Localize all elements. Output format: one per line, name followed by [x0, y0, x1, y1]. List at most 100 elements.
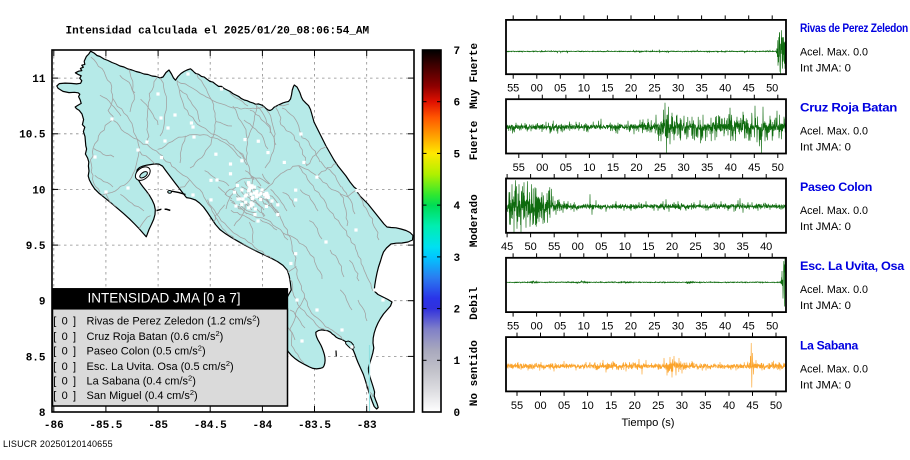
svg-text:30: 30 — [677, 162, 689, 174]
svg-text:10: 10 — [578, 321, 590, 333]
svg-text:10: 10 — [619, 241, 631, 253]
svg-text:-84: -84 — [252, 420, 272, 432]
svg-text:No sentido: No sentido — [469, 340, 481, 406]
svg-text:[ 0 ]: [ 0 ] — [53, 361, 77, 373]
svg-text:25: 25 — [648, 321, 660, 333]
svg-text:Intensidad calculada el 2025/0: Intensidad calculada el 2025/01/20_08:06… — [65, 26, 369, 38]
svg-text:55: 55 — [513, 162, 525, 174]
svg-text:Acel. Max. 0.0: Acel. Max. 0.0 — [800, 126, 868, 138]
svg-text:0: 0 — [454, 408, 461, 420]
svg-text:35: 35 — [736, 241, 748, 253]
svg-text:Esc. La Uvita. Osa (0.5 cm/s2): Esc. La Uvita. Osa (0.5 cm/s2) — [87, 359, 234, 373]
svg-text:00: 00 — [530, 321, 542, 333]
svg-text:Esc. La Uvita, Osa: Esc. La Uvita, Osa — [800, 259, 905, 273]
svg-text:25: 25 — [654, 162, 666, 174]
svg-text:Tiempo (s): Tiempo (s) — [621, 417, 674, 429]
svg-text:20: 20 — [625, 321, 637, 333]
svg-text:15: 15 — [601, 321, 613, 333]
svg-text:Int JMA: 0: Int JMA: 0 — [800, 62, 851, 74]
svg-text:[ 0 ]: [ 0 ] — [53, 346, 77, 358]
svg-text:25: 25 — [689, 241, 701, 253]
svg-text:35: 35 — [695, 83, 707, 95]
svg-text:45: 45 — [742, 321, 754, 333]
svg-text:55: 55 — [507, 83, 519, 95]
svg-text:35: 35 — [699, 400, 711, 412]
svg-text:Acel. Max. 0.0: Acel. Max. 0.0 — [800, 364, 868, 376]
svg-text:Cruz Roja Batan: Cruz Roja Batan — [800, 101, 897, 115]
svg-text:05: 05 — [554, 321, 566, 333]
svg-text:05: 05 — [560, 162, 572, 174]
svg-text:00: 00 — [531, 83, 543, 95]
svg-text:50: 50 — [766, 83, 778, 95]
svg-text:[ 0 ]: [ 0 ] — [53, 316, 77, 328]
svg-text:10.5: 10.5 — [19, 130, 46, 142]
svg-text:8: 8 — [39, 408, 46, 420]
svg-text:La Sabana (0.4 cm/s2): La Sabana (0.4 cm/s2) — [87, 373, 196, 387]
svg-text:7: 7 — [454, 46, 461, 58]
svg-text:Int JMA: 0: Int JMA: 0 — [800, 142, 851, 154]
svg-text:-83.5: -83.5 — [298, 420, 331, 432]
svg-text:9: 9 — [39, 297, 46, 309]
svg-text:55: 55 — [548, 241, 560, 253]
svg-text:-83: -83 — [357, 420, 377, 432]
svg-text:Int JMA: 0: Int JMA: 0 — [800, 380, 851, 392]
svg-text:40: 40 — [719, 321, 731, 333]
svg-text:05: 05 — [558, 400, 570, 412]
svg-text:Acel. Max. 0.0: Acel. Max. 0.0 — [800, 284, 868, 296]
svg-text:05: 05 — [554, 83, 566, 95]
svg-text:Paseo Colon (0.5 cm/s2): Paseo Colon (0.5 cm/s2) — [87, 344, 206, 358]
svg-text:30: 30 — [713, 241, 725, 253]
svg-text:25: 25 — [648, 83, 660, 95]
svg-text:4: 4 — [454, 201, 461, 213]
svg-text:50: 50 — [766, 321, 778, 333]
svg-text:Acel. Max. 0.0: Acel. Max. 0.0 — [800, 46, 868, 58]
svg-text:Debil: Debil — [469, 287, 481, 320]
svg-text:50: 50 — [770, 400, 782, 412]
svg-text:-84.5: -84.5 — [194, 420, 227, 432]
svg-text:3: 3 — [454, 253, 461, 265]
svg-text:Fuerte: Fuerte — [469, 120, 481, 160]
svg-text:00: 00 — [572, 241, 584, 253]
svg-text:10: 10 — [583, 162, 595, 174]
svg-text:Int JMA: 0: Int JMA: 0 — [800, 221, 851, 233]
svg-text:45: 45 — [743, 83, 755, 95]
svg-text:05: 05 — [595, 241, 607, 253]
svg-text:[ 0 ]: [ 0 ] — [53, 331, 77, 343]
svg-text:Muy Fuerte: Muy Fuerte — [469, 42, 481, 108]
svg-text:15: 15 — [607, 162, 619, 174]
svg-text:6: 6 — [454, 98, 461, 110]
svg-text:Rivas de Perez Zeledon (1.2 cm: Rivas de Perez Zeledon (1.2 cm/s2) — [87, 314, 261, 328]
svg-text:Rivas de Perez Zeledon: Rivas de Perez Zeledon — [800, 21, 908, 35]
svg-text:25: 25 — [652, 400, 664, 412]
svg-text:10: 10 — [32, 185, 45, 197]
svg-text:10: 10 — [581, 400, 593, 412]
svg-text:15: 15 — [605, 400, 617, 412]
svg-text:Int JMA: 0: Int JMA: 0 — [800, 300, 851, 312]
svg-text:-85: -85 — [148, 420, 168, 432]
svg-text:-85.5: -85.5 — [89, 420, 122, 432]
svg-text:San Miguel (0.4 cm/s2): San Miguel (0.4 cm/s2) — [87, 388, 198, 402]
svg-text:55: 55 — [511, 400, 523, 412]
svg-text:45: 45 — [501, 241, 513, 253]
svg-text:LISUCR 20250120140655: LISUCR 20250120140655 — [3, 439, 113, 449]
svg-text:40: 40 — [725, 162, 737, 174]
svg-text:Moderado: Moderado — [469, 194, 481, 247]
svg-text:50: 50 — [524, 241, 536, 253]
svg-text:Acel. Max. 0.0: Acel. Max. 0.0 — [800, 205, 868, 217]
svg-text:La Sabana: La Sabana — [800, 338, 859, 352]
svg-text:20: 20 — [625, 83, 637, 95]
svg-text:40: 40 — [760, 241, 772, 253]
svg-text:20: 20 — [630, 162, 642, 174]
svg-text:00: 00 — [536, 162, 548, 174]
svg-text:40: 40 — [723, 400, 735, 412]
svg-text:15: 15 — [642, 241, 654, 253]
svg-text:2: 2 — [454, 305, 461, 317]
svg-text:30: 30 — [672, 83, 684, 95]
svg-text:45: 45 — [748, 162, 760, 174]
svg-text:40: 40 — [719, 83, 731, 95]
svg-text:50: 50 — [772, 162, 784, 174]
svg-text:INTENSIDAD JMA [0 a 7]: INTENSIDAD JMA [0 a 7] — [87, 291, 240, 306]
svg-text:-86: -86 — [44, 420, 64, 432]
svg-text:5: 5 — [454, 149, 461, 161]
svg-text:30: 30 — [676, 400, 688, 412]
